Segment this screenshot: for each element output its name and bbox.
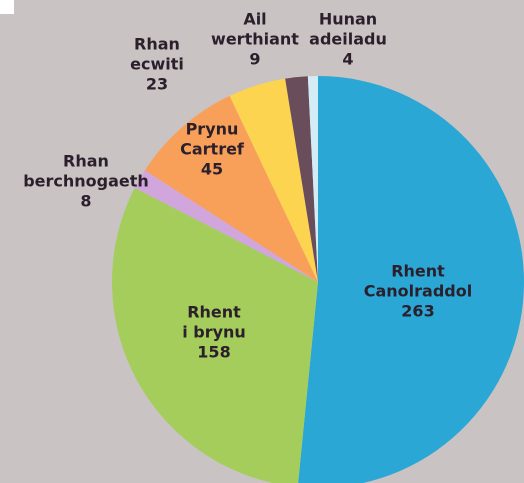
slice-label: Cartref [180,140,245,159]
slice-label: Rhent [391,262,445,281]
slice-value: 23 [146,75,168,94]
slice-label: Ail [243,10,266,29]
slice-label: berchnogaeth [23,172,149,191]
slice-label: Canolraddol [364,282,472,301]
slice-value: 4 [342,50,353,69]
slice-label: ecwiti [130,55,184,74]
pie-slice [112,187,318,483]
slice-label: Rhan [63,152,109,171]
slice-label: i brynu [182,323,246,342]
slice-value: 45 [201,160,223,179]
pie-slice [134,170,318,282]
pie-slice [229,78,318,283]
slice-value: 8 [80,192,91,211]
pie-slice [144,95,318,282]
slice-value: 158 [197,343,230,362]
pie-slice [298,76,524,483]
slice-label: werthiant [211,30,299,49]
pie-slice [307,76,318,282]
slice-value: 263 [401,302,434,321]
corner [0,0,14,14]
slice-label: Rhent [187,303,241,322]
slice-value: 9 [249,50,260,69]
slice-label: Prynu [186,120,239,139]
slice-label: Rhan [134,35,180,54]
slice-label: adeiladu [309,30,387,49]
pie-slice [285,76,318,282]
slice-label: Hunan [319,10,377,29]
